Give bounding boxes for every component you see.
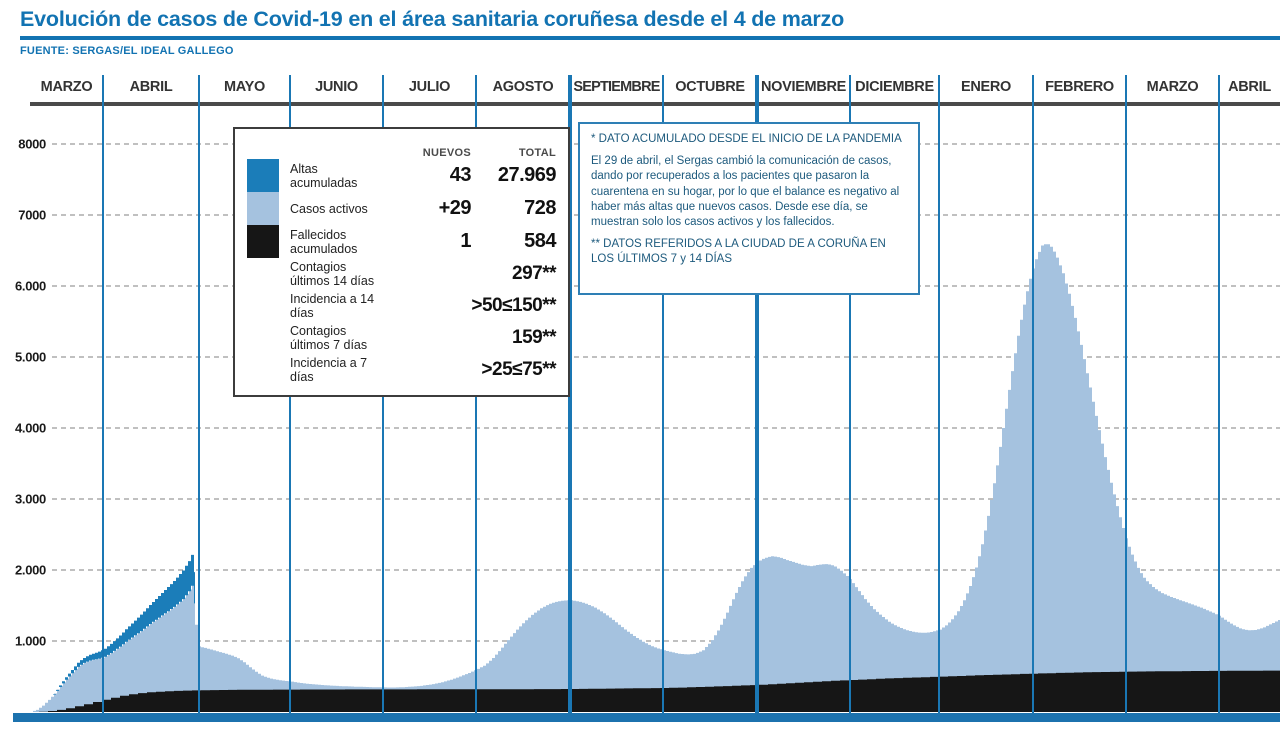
month-label-mayo-2: MAYO bbox=[224, 79, 265, 95]
fallecidos-area bbox=[30, 670, 1280, 712]
legend-row-activos: Casos activos +29 728 bbox=[247, 192, 557, 225]
note-body: El 29 de abril, el Sergas cambió la comu… bbox=[591, 155, 900, 228]
legend-label: Fallecidos acumulados bbox=[290, 227, 358, 256]
page-title: Evolución de casos de Covid-19 en el áre… bbox=[20, 7, 845, 31]
legend-row-fallecidos: Fallecidos acumulados 1 584 bbox=[247, 225, 557, 258]
month-label-noviembre-8: NOVIEMBRE bbox=[760, 79, 847, 95]
casos-activos-swatch bbox=[247, 192, 279, 225]
month-label-enero-10: ENERO bbox=[960, 79, 1012, 95]
legend-col-nuevos: NUEVOS bbox=[422, 147, 471, 159]
legend-value-total: >25≤75** bbox=[481, 359, 556, 380]
legend-value-total: 728 bbox=[524, 197, 556, 219]
legend-label: Contagios últimos 14 días bbox=[290, 260, 375, 288]
month-label-julio-4: JULIO bbox=[408, 79, 451, 95]
legend-row-incidencia-14: Incidencia a 14 días >50≤150** bbox=[247, 290, 557, 322]
legend-row-incidencia-7: Incidencia a 7 días >25≤75** bbox=[247, 354, 557, 386]
legend-label: Incidencia a 14 días bbox=[290, 292, 375, 320]
y-tick-4000: 4.000 bbox=[14, 420, 46, 436]
legend-value-total: 159** bbox=[512, 327, 557, 348]
altas-swatch bbox=[247, 159, 279, 192]
legend-col-total: TOTAL bbox=[518, 147, 556, 159]
legend-value-total: 297** bbox=[512, 263, 557, 284]
legend-value-total: 584 bbox=[524, 230, 556, 252]
month-label-agosto-5: AGOSTO bbox=[492, 79, 554, 95]
y-tick-1000: 1.000 bbox=[14, 633, 46, 649]
fallecidos-swatch bbox=[247, 225, 279, 258]
legend-label: Casos activos bbox=[290, 201, 368, 216]
legend-row-altas: Altas acumuladas 43 27.969 bbox=[247, 159, 557, 192]
y-tick-7000: 7000 bbox=[18, 207, 46, 223]
month-label-octubre-7: OCTUBRE bbox=[675, 79, 745, 95]
legend-header: NUEVOS TOTAL bbox=[247, 135, 556, 159]
note-box: * DATO ACUMULADO DESDE EL INICIO DE LA P… bbox=[578, 122, 920, 295]
note-title: * DATO ACUMULADO DESDE EL INICIO DE LA P… bbox=[591, 133, 902, 145]
legend-label: Contagios últimos 7 días bbox=[290, 324, 368, 352]
legend-value-nuevos: 43 bbox=[449, 164, 472, 186]
month-label-junio-3: JUNIO bbox=[315, 79, 358, 95]
y-tick-6000: 6.000 bbox=[14, 278, 46, 294]
month-label-abril-13: ABRIL bbox=[1228, 79, 1271, 95]
month-label-marzo-12: MARZO bbox=[1146, 79, 1199, 95]
casos-activos-area bbox=[30, 244, 1280, 713]
legend-value-nuevos: 1 bbox=[460, 230, 471, 252]
month-label-septiembre-6: SEPTIEMBRE bbox=[573, 79, 660, 95]
note-footer: ** DATOS REFERIDOS A LA CIUDAD DE A CORU… bbox=[591, 238, 886, 266]
y-tick-5000: 5.000 bbox=[14, 349, 46, 365]
legend-value-total: 27.969 bbox=[497, 164, 557, 186]
legend-value-nuevos: +29 bbox=[438, 197, 472, 219]
legend-value-total: >50≤150** bbox=[471, 295, 556, 316]
legend-label: Altas acumuladas bbox=[290, 161, 358, 190]
legend-row-contagios-14: Contagios últimos 14 días 297** bbox=[247, 258, 557, 290]
source-credit: FUENTE: SERGAS/EL IDEAL GALLEGO bbox=[20, 45, 234, 57]
y-tick-8000: 8000 bbox=[18, 136, 46, 152]
baseline-bar bbox=[13, 713, 1280, 722]
title-underline bbox=[20, 36, 1280, 40]
month-label-marzo-0: MARZO bbox=[40, 79, 93, 95]
y-tick-2000: 2.000 bbox=[14, 562, 46, 578]
month-label-diciembre-9: DICIEMBRE bbox=[855, 79, 934, 95]
legend-row-contagios-7: Contagios últimos 7 días 159** bbox=[247, 322, 557, 354]
legend-label: Incidencia a 7 días bbox=[290, 356, 368, 384]
month-label-febrero-11: FEBRERO bbox=[1045, 79, 1114, 95]
month-label-abril-1: ABRIL bbox=[129, 79, 173, 95]
legend-box: NUEVOS TOTAL Altas acumuladas 43 27.969 … bbox=[233, 127, 570, 397]
y-tick-3000: 3.000 bbox=[14, 491, 46, 507]
